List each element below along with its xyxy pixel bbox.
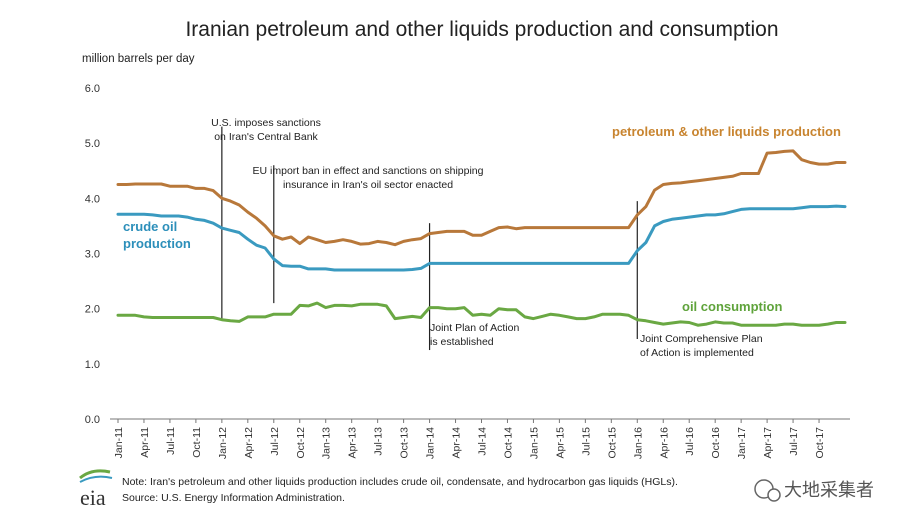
watermark: 大地采集者	[754, 479, 874, 502]
series-label-crude-oil-production: production	[123, 236, 191, 251]
series-line	[116, 301, 847, 327]
x-tick-label: Jul-12	[269, 427, 281, 456]
x-tick-label: Oct-16	[710, 427, 722, 459]
x-tick-label: Jan-12	[217, 427, 229, 459]
x-tick-label: Jul-16	[684, 427, 696, 456]
x-tick-label: Jan-14	[425, 427, 437, 459]
x-tick-label: Oct-12	[295, 427, 307, 459]
annotation-text: is established	[430, 336, 494, 348]
eia-logo-swoosh	[79, 469, 111, 480]
x-tick-label: Jul-13	[373, 427, 385, 456]
x-tick-label: Jan-15	[528, 427, 540, 459]
x-tick-label: Oct-14	[502, 427, 514, 459]
annotation-text: of Action is implemented	[640, 347, 754, 359]
x-tick-label: Apr-17	[762, 427, 774, 459]
eia-logo: eia	[79, 469, 113, 510]
y-tick-label: 1.0	[85, 359, 100, 371]
x-tick-label: Jan-13	[321, 427, 333, 459]
series-line	[116, 149, 847, 247]
x-tick-label: Apr-12	[243, 427, 255, 459]
chart-title: Iranian petroleum and other liquids prod…	[185, 18, 778, 41]
y-tick-label: 0.0	[85, 414, 100, 426]
y-tick-label: 6.0	[85, 83, 100, 95]
x-tick-label: Jan-11	[113, 427, 125, 458]
x-tick-label: Apr-13	[347, 427, 359, 459]
x-tick-label: Oct-15	[606, 427, 618, 459]
x-tick-label: Oct-17	[814, 427, 826, 459]
series-label-crude-oil: crude oil	[123, 219, 177, 234]
wechat-icon-small	[767, 488, 781, 502]
watermark-text: 大地采集者	[784, 480, 874, 500]
y-axis-unit-label: million barrels per day	[82, 53, 195, 65]
y-tick-label: 3.0	[85, 249, 100, 261]
x-tick-label: Jan-17	[736, 427, 748, 459]
x-tick-label: Jul-14	[477, 427, 489, 456]
eia-logo-swoosh-2	[79, 475, 113, 483]
annotations: U.S. imposes sanctions on Iran's Central …	[211, 117, 763, 359]
series-line	[116, 204, 847, 272]
x-tick-label: Apr-14	[451, 427, 463, 459]
annotation-text: Joint Plan of Action	[430, 322, 519, 334]
footer-source: Source: U.S. Energy Information Administ…	[122, 492, 345, 504]
y-tick-label: 2.0	[85, 304, 100, 316]
y-tick-label: 4.0	[85, 193, 100, 205]
x-tick-label: Jul-15	[580, 427, 592, 456]
y-axis: 0.0 1.0 2.0 3.0 4.0 5.0 6.0	[85, 83, 100, 426]
annotation-text: on Iran's Central Bank	[214, 131, 318, 143]
annotation-text: EU import ban in effect and sanctions on…	[253, 165, 484, 177]
series-lines	[116, 149, 847, 327]
y-tick-label: 5.0	[85, 138, 100, 150]
x-tick-label: Jul-11	[165, 427, 177, 455]
series-label-oil-consumption: oil consumption	[682, 299, 782, 314]
x-tick-label: Oct-13	[399, 427, 411, 459]
x-tick-label: Apr-15	[554, 427, 566, 459]
footer-note: Note: Iran's petroleum and other liquids…	[122, 476, 678, 488]
annotation-text: U.S. imposes sanctions	[211, 117, 321, 129]
series-label-petroleum-production: petroleum & other liquids production	[612, 124, 841, 139]
x-tick-label: Apr-16	[658, 427, 670, 459]
x-tick-label: Jul-17	[788, 427, 800, 456]
annotation-text: Joint Comprehensive Plan	[640, 333, 763, 345]
x-tick-label: Apr-11	[139, 427, 151, 458]
x-tick-label: Oct-11	[191, 427, 203, 458]
x-tick-label: Jan-16	[632, 427, 644, 459]
x-axis: Jan-11 Apr-11 Jul-11 Oct-11 Jan-12 Apr-12 Jul-…	[113, 419, 826, 459]
annotation-text: insurance in Iran's oil sector enacted	[283, 179, 453, 191]
eia-logo-text: eia	[80, 485, 106, 510]
